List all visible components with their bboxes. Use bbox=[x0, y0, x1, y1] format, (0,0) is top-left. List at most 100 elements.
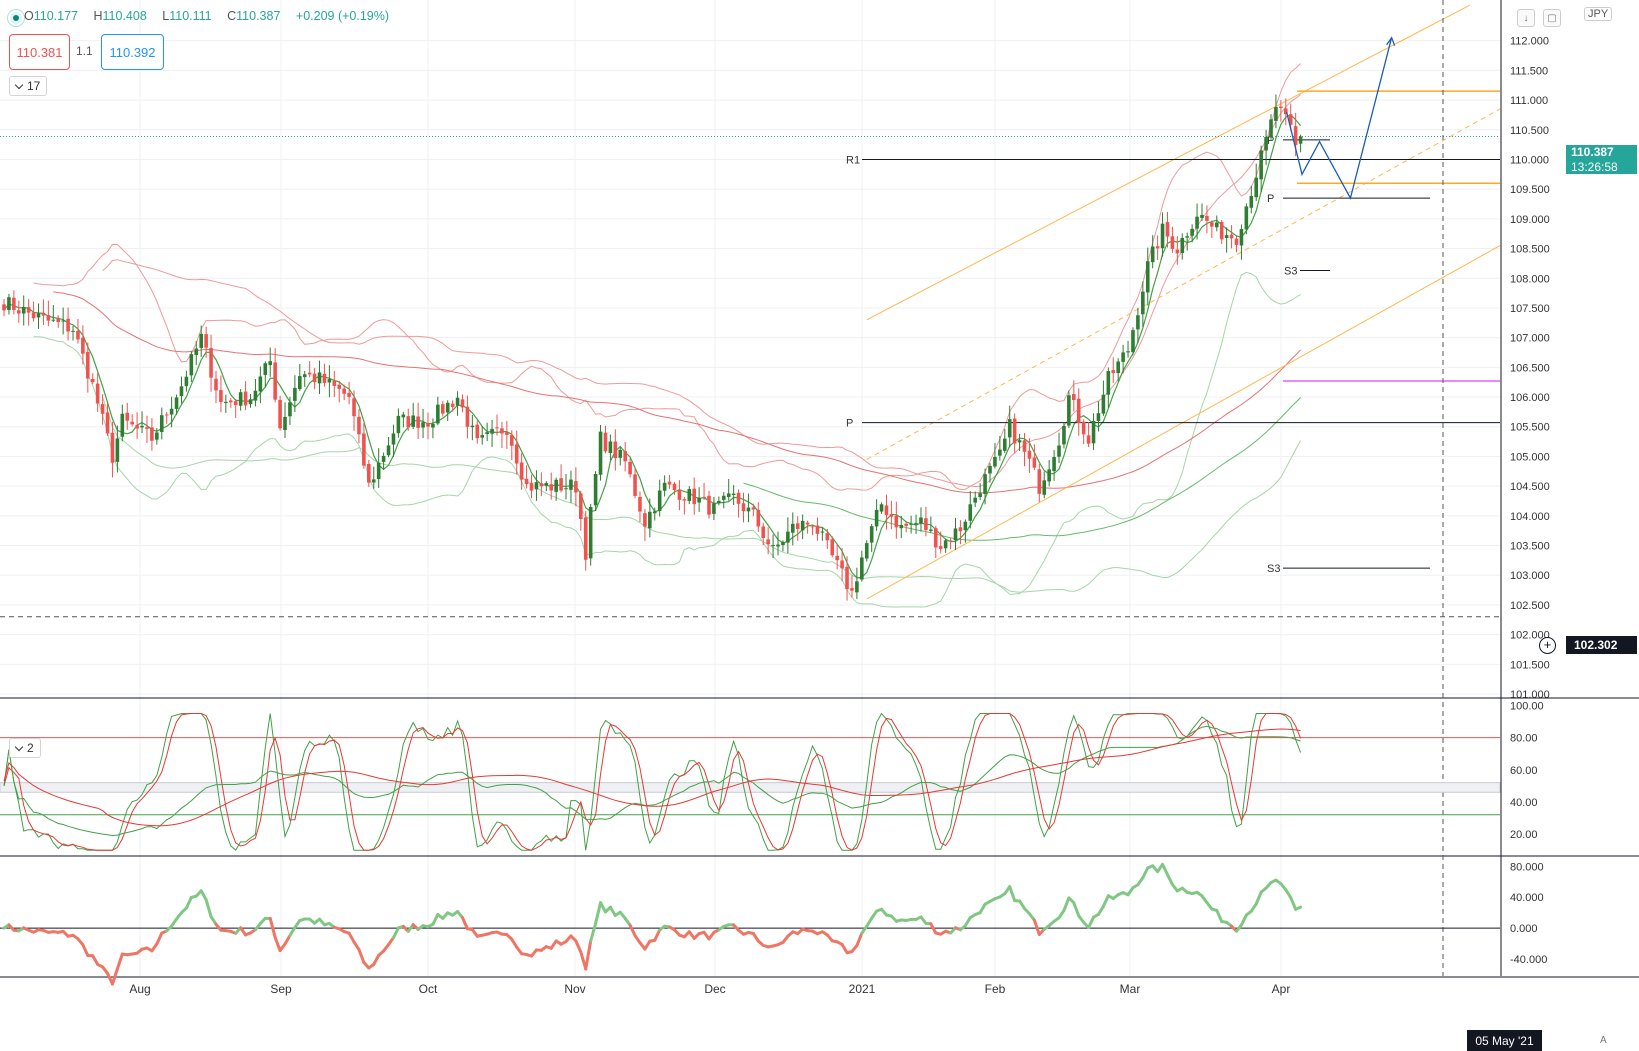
candle-body bbox=[741, 503, 746, 512]
candle-body bbox=[564, 488, 568, 490]
candle-body bbox=[963, 521, 968, 531]
maximize-icon[interactable]: ▢ bbox=[1543, 9, 1561, 27]
candle-body bbox=[362, 433, 366, 466]
candle-body bbox=[924, 518, 928, 531]
candle-body bbox=[307, 372, 312, 375]
chevron-down-icon bbox=[14, 80, 24, 89]
buy-button[interactable]: 110.392 bbox=[101, 34, 164, 70]
open-value: 110.177 bbox=[33, 9, 78, 23]
momentum-segment bbox=[283, 934, 292, 946]
candle-body bbox=[224, 401, 228, 403]
candle-body bbox=[771, 545, 775, 547]
projection-path bbox=[1285, 37, 1393, 200]
candle-body bbox=[480, 435, 485, 438]
momentum-segment bbox=[1215, 908, 1224, 924]
auto-scale-button[interactable]: A bbox=[1600, 1035, 1607, 1046]
moving-average-slow bbox=[53, 291, 1301, 494]
candle-body bbox=[687, 489, 692, 501]
momentum-segment bbox=[643, 939, 652, 951]
candle-body bbox=[357, 416, 361, 435]
momentum-segment bbox=[204, 898, 213, 919]
candle-body bbox=[786, 531, 790, 543]
momentum-segment bbox=[1161, 862, 1169, 877]
candle-body bbox=[288, 402, 292, 417]
candle-body bbox=[1180, 237, 1185, 254]
candle-body bbox=[1131, 330, 1135, 353]
candle-body bbox=[367, 463, 371, 483]
candle-body bbox=[26, 307, 31, 313]
candle-body bbox=[835, 555, 839, 561]
momentum-tick-label: 40.000 bbox=[1510, 892, 1544, 904]
candle-body bbox=[1022, 440, 1027, 452]
candle-body bbox=[268, 361, 273, 366]
add-alert-icon[interactable]: + bbox=[1539, 637, 1556, 654]
momentum-segment bbox=[1294, 905, 1303, 911]
momentum-segment bbox=[584, 939, 593, 971]
y-tick-label: 105.500 bbox=[1510, 422, 1550, 434]
candle-body bbox=[825, 533, 830, 541]
momentum-segment bbox=[1096, 904, 1105, 916]
candle-body bbox=[475, 424, 480, 439]
candle-body bbox=[1121, 352, 1125, 362]
candle-body bbox=[1007, 419, 1012, 438]
candle-body bbox=[145, 427, 149, 429]
candle-body bbox=[219, 390, 223, 402]
candle-body bbox=[712, 503, 716, 514]
candle-body bbox=[736, 492, 741, 504]
oscillator-pane-collapse-button[interactable]: 2 bbox=[9, 738, 41, 758]
candle-body bbox=[1234, 238, 1239, 245]
low-value: 110.111 bbox=[169, 9, 212, 23]
candle-body bbox=[86, 351, 90, 379]
candle-body bbox=[179, 386, 184, 397]
candle-body bbox=[810, 526, 815, 528]
candle-body bbox=[864, 543, 869, 559]
candle-body bbox=[1145, 261, 1150, 293]
momentum-segment bbox=[110, 967, 119, 986]
candle-body bbox=[1111, 370, 1116, 374]
momentum-segment bbox=[1141, 866, 1150, 880]
momentum-segment bbox=[628, 923, 637, 938]
market-status-icon bbox=[8, 10, 24, 26]
x-tick-label: Nov bbox=[564, 982, 585, 996]
candle-body bbox=[115, 438, 120, 462]
candle-body bbox=[697, 497, 701, 503]
momentum-segment bbox=[1008, 885, 1017, 903]
candle-body bbox=[421, 422, 425, 428]
y-tick-label: 101.500 bbox=[1510, 659, 1550, 671]
osc-tick-label: 80.00 bbox=[1510, 733, 1538, 745]
momentum-segment bbox=[1254, 890, 1263, 906]
candle-body bbox=[1037, 469, 1042, 494]
momentum-segment bbox=[1062, 896, 1071, 912]
candle-body bbox=[726, 493, 731, 497]
candle-body bbox=[579, 493, 583, 519]
candle-body bbox=[495, 427, 499, 429]
momentum-segment bbox=[599, 901, 607, 914]
candle-body bbox=[1239, 229, 1244, 246]
candle-body bbox=[150, 427, 154, 441]
sell-button[interactable]: 110.381 bbox=[9, 34, 70, 70]
candle-body bbox=[707, 495, 711, 515]
arrow-down-icon[interactable]: ↓ bbox=[1517, 9, 1535, 27]
candle-body bbox=[820, 531, 825, 533]
momentum-segment bbox=[1289, 896, 1298, 911]
y-tick-label: 103.500 bbox=[1510, 541, 1550, 553]
candle-body bbox=[490, 428, 494, 434]
y-tick-label: 109.500 bbox=[1510, 184, 1550, 196]
ohlc-readout: O110.177 H110.408 L110.111 C110.387 +0.2… bbox=[24, 9, 390, 23]
candle-body bbox=[105, 412, 110, 434]
candle-body bbox=[61, 320, 65, 322]
candle-body bbox=[973, 497, 978, 503]
candle-body bbox=[618, 449, 623, 458]
momentum-segment bbox=[91, 954, 100, 966]
candle-body bbox=[1136, 315, 1140, 330]
main-pane-collapse-button[interactable]: 17 bbox=[9, 76, 48, 96]
candle-body bbox=[130, 421, 134, 425]
upper-band-slow bbox=[102, 94, 1301, 488]
candle-body bbox=[140, 425, 144, 428]
candle-body bbox=[1214, 222, 1219, 228]
candle-body bbox=[569, 479, 573, 490]
candle-body bbox=[76, 330, 80, 340]
candle-body bbox=[1057, 445, 1061, 457]
candle-body bbox=[746, 507, 751, 512]
